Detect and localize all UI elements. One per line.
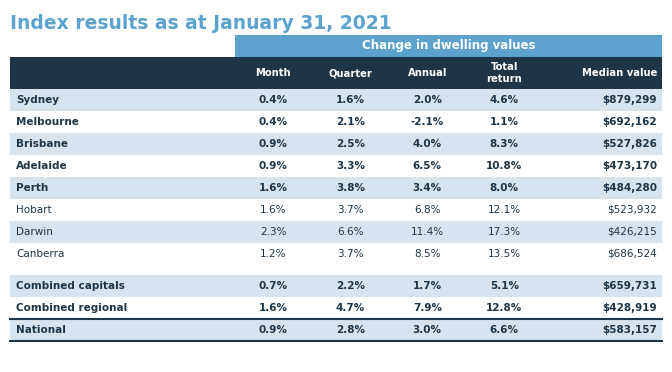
Text: 6.8%: 6.8% [414, 205, 441, 215]
Bar [10, 319, 662, 341]
Text: 13.5%: 13.5% [488, 249, 521, 259]
Text: Combined regional: Combined regional [16, 303, 127, 313]
Text: 12.8%: 12.8% [486, 303, 522, 313]
Text: National: National [16, 325, 66, 335]
Text: 1.1%: 1.1% [490, 117, 519, 127]
Text: 8.0%: 8.0% [490, 183, 519, 193]
Text: $879,299: $879,299 [603, 95, 657, 105]
Text: $692,162: $692,162 [602, 117, 657, 127]
Text: $686,524: $686,524 [607, 249, 657, 259]
Text: 1.6%: 1.6% [259, 303, 288, 313]
Bar [10, 221, 662, 243]
Text: Change in dwelling values: Change in dwelling values [362, 39, 535, 52]
Text: 7.9%: 7.9% [413, 303, 442, 313]
Text: 8.5%: 8.5% [414, 249, 441, 259]
Text: Annual: Annual [408, 68, 447, 78]
Text: Hobart: Hobart [16, 205, 52, 215]
Text: 6.6%: 6.6% [337, 227, 364, 237]
Text: 6.5%: 6.5% [413, 161, 442, 171]
Text: 3.7%: 3.7% [337, 249, 364, 259]
Text: 11.4%: 11.4% [411, 227, 444, 237]
Bar [10, 199, 662, 221]
Text: Quarter: Quarter [329, 68, 372, 78]
Text: $428,919: $428,919 [602, 303, 657, 313]
Text: 3.4%: 3.4% [413, 183, 442, 193]
Text: 3.7%: 3.7% [337, 205, 364, 215]
Bar [10, 155, 662, 177]
Text: Month: Month [255, 68, 291, 78]
Text: 0.4%: 0.4% [259, 117, 288, 127]
Text: $523,932: $523,932 [607, 205, 657, 215]
Bar [10, 133, 662, 155]
Text: 1.6%: 1.6% [336, 95, 365, 105]
Text: 10.8%: 10.8% [486, 161, 522, 171]
Text: 4.6%: 4.6% [490, 95, 519, 105]
Bar [10, 265, 662, 275]
Text: Sydney: Sydney [16, 95, 59, 105]
Text: 3.8%: 3.8% [336, 183, 365, 193]
Text: 2.3%: 2.3% [260, 227, 287, 237]
Text: 6.6%: 6.6% [490, 325, 519, 335]
Text: Melbourne: Melbourne [16, 117, 79, 127]
Bar [235, 35, 662, 57]
Text: Brisbane: Brisbane [16, 139, 68, 149]
Text: Canberra: Canberra [16, 249, 65, 259]
Text: 1.2%: 1.2% [260, 249, 287, 259]
Text: $527,826: $527,826 [602, 139, 657, 149]
Text: Perth: Perth [16, 183, 48, 193]
Text: Index results as at January 31, 2021: Index results as at January 31, 2021 [10, 14, 392, 33]
Text: Median value: Median value [582, 68, 657, 78]
Text: 17.3%: 17.3% [488, 227, 521, 237]
Text: Darwin: Darwin [16, 227, 53, 237]
Bar [10, 297, 662, 319]
Text: 2.5%: 2.5% [336, 139, 365, 149]
Bar [10, 111, 662, 133]
Text: 2.2%: 2.2% [336, 281, 365, 291]
Text: 1.7%: 1.7% [413, 281, 442, 291]
Text: 4.0%: 4.0% [413, 139, 442, 149]
Text: 12.1%: 12.1% [488, 205, 521, 215]
Text: 5.1%: 5.1% [490, 281, 519, 291]
Text: Combined capitals: Combined capitals [16, 281, 125, 291]
Text: 0.9%: 0.9% [259, 161, 288, 171]
Text: 3.3%: 3.3% [336, 161, 365, 171]
Text: 2.0%: 2.0% [413, 95, 442, 105]
Text: $484,280: $484,280 [602, 183, 657, 193]
Text: 2.8%: 2.8% [336, 325, 365, 335]
Text: $473,170: $473,170 [602, 161, 657, 171]
Text: 3.0%: 3.0% [413, 325, 442, 335]
Text: 0.9%: 0.9% [259, 325, 288, 335]
Text: $426,215: $426,215 [607, 227, 657, 237]
Text: Total
return: Total return [487, 62, 522, 84]
Bar [10, 177, 662, 199]
Text: 0.7%: 0.7% [259, 281, 288, 291]
Text: 0.9%: 0.9% [259, 139, 288, 149]
Bar [10, 243, 662, 265]
Text: 1.6%: 1.6% [259, 183, 288, 193]
Text: $583,157: $583,157 [602, 325, 657, 335]
Text: 2.1%: 2.1% [336, 117, 365, 127]
Text: $659,731: $659,731 [602, 281, 657, 291]
Bar [10, 89, 662, 111]
Bar [10, 275, 662, 297]
Text: 0.4%: 0.4% [259, 95, 288, 105]
Bar [10, 57, 662, 89]
Text: 1.6%: 1.6% [260, 205, 287, 215]
Text: -2.1%: -2.1% [411, 117, 444, 127]
Text: 4.7%: 4.7% [336, 303, 365, 313]
Text: 8.3%: 8.3% [490, 139, 519, 149]
Text: Adelaide: Adelaide [16, 161, 68, 171]
